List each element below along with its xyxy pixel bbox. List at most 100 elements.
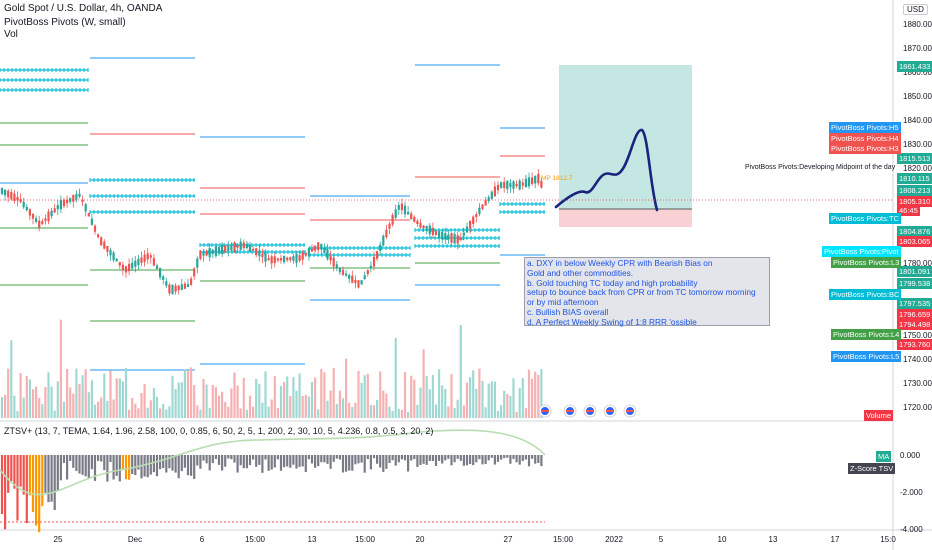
- candle-body: [159, 267, 162, 278]
- ztsv-bar: [472, 455, 475, 466]
- volume-bar: [69, 387, 72, 418]
- candle-body: [434, 231, 438, 235]
- candle-body: [180, 284, 183, 290]
- ztsv-bar: [72, 455, 75, 468]
- volume-bar: [25, 375, 28, 418]
- ztsv-bar: [168, 455, 171, 469]
- volume-bar: [472, 370, 475, 418]
- ztsv-bar: [211, 455, 214, 464]
- pivot-indicator-label[interactable]: PivotBoss Pivots (W, small): [4, 17, 126, 28]
- ztsv-bar: [270, 455, 273, 470]
- ztsv-bar: [462, 455, 465, 466]
- candle-body: [84, 204, 87, 212]
- price-axis-label: 1850.000: [903, 92, 932, 101]
- candle-body: [366, 269, 369, 275]
- candle-body: [456, 235, 459, 244]
- volume-bar: [140, 393, 143, 418]
- time-axis-label: 10: [717, 535, 727, 544]
- volume-bar: [186, 371, 190, 418]
- volume-bar: [239, 408, 242, 418]
- volume-bar: [10, 340, 13, 418]
- volume-bar: [75, 368, 78, 418]
- candle-body: [351, 275, 354, 283]
- price-tag: 1804.876: [897, 226, 932, 237]
- ztsv-bar: [44, 455, 47, 493]
- volume-bar: [199, 409, 202, 418]
- ztsv-bar: [106, 455, 109, 482]
- price-axis-label: 1740.000: [903, 355, 932, 364]
- ztsv-bar: [97, 455, 100, 461]
- ztsv-bar: [447, 455, 450, 459]
- volume-bar: [168, 406, 171, 418]
- volume-bar: [230, 388, 233, 418]
- volume-bar: [115, 378, 118, 418]
- candle-body: [323, 247, 326, 254]
- ztsv-bar: [534, 455, 537, 464]
- candle-body: [416, 220, 419, 224]
- volume-bar: [155, 396, 159, 418]
- price-axis-label: 1750.000: [903, 331, 932, 340]
- volume-bar: [503, 390, 506, 418]
- candle-body: [245, 244, 248, 249]
- ztsv-bar: [338, 455, 341, 460]
- pivot-level-tag: PivotBoss Pivots:Pivot: [822, 246, 901, 257]
- ztsv-bar: [261, 455, 264, 473]
- volume-bar: [81, 375, 84, 418]
- ztsv-bar: [109, 455, 112, 463]
- volume-bar: [183, 369, 186, 418]
- candle-body: [441, 231, 444, 240]
- time-axis-label: 17: [830, 535, 840, 544]
- ztsv-bar: [186, 455, 190, 476]
- volume-bar: [261, 402, 264, 418]
- candle-body: [38, 220, 41, 228]
- volume-bar: [524, 408, 527, 418]
- candle-body: [41, 221, 44, 225]
- candle-body: [44, 218, 47, 221]
- candle-body: [242, 242, 245, 249]
- volume-bar: [493, 381, 496, 418]
- volume-bar: [106, 400, 109, 418]
- pivot-level-tag: PivotBoss Pivots:H5: [829, 122, 901, 133]
- time-axis-label: 15:00: [354, 535, 376, 544]
- ztsv-bar: [413, 455, 416, 460]
- time-axis-label: 25: [53, 535, 63, 544]
- candle-body: [438, 231, 441, 239]
- volume-bar: [59, 319, 62, 418]
- volume-bar: [360, 383, 363, 418]
- candle-body: [140, 257, 143, 263]
- volume-bar: [233, 372, 236, 418]
- ztsv-bar: [410, 455, 413, 461]
- candle-body: [512, 181, 515, 189]
- ztsv-bar: [276, 455, 279, 460]
- ztsv-bar: [431, 455, 434, 462]
- price-axis-label: 1840.000: [903, 116, 932, 125]
- volume-indicator-label[interactable]: Vol: [4, 29, 18, 40]
- candle-body: [146, 253, 149, 260]
- ztsv-bar: [62, 455, 66, 463]
- price-tag: 46:45: [897, 205, 920, 216]
- volume-bar: [410, 375, 413, 418]
- price-axis-label: 1780.000: [903, 259, 932, 268]
- volume-bar: [258, 383, 261, 418]
- candle-body: [527, 177, 531, 187]
- candle-body: [190, 278, 193, 285]
- ztsv-bar: [199, 455, 202, 469]
- candle-body: [255, 248, 258, 256]
- volume-bar: [28, 379, 31, 418]
- currency-button[interactable]: USD: [903, 4, 928, 15]
- ztsv-bar: [69, 455, 72, 461]
- ztsv-indicator-label[interactable]: ZTSV+ (13, 7, TEMA, 1.64, 1.96, 2.58, 10…: [4, 426, 434, 436]
- volume-bar: [159, 408, 162, 418]
- volume-bar: [35, 386, 38, 418]
- price-tag: 1794.498: [897, 319, 932, 330]
- candle-body: [233, 242, 236, 252]
- analysis-note[interactable]: a. DXY in below Weekly CPR with Bearish …: [524, 257, 770, 327]
- event-flag-icon: [541, 410, 549, 412]
- candle-body: [509, 182, 512, 188]
- ztsv-bar: [124, 455, 128, 480]
- ztsv-bar: [137, 455, 140, 470]
- volume-bar: [419, 387, 422, 418]
- candle-body: [75, 193, 78, 200]
- ztsv-bar: [193, 455, 196, 479]
